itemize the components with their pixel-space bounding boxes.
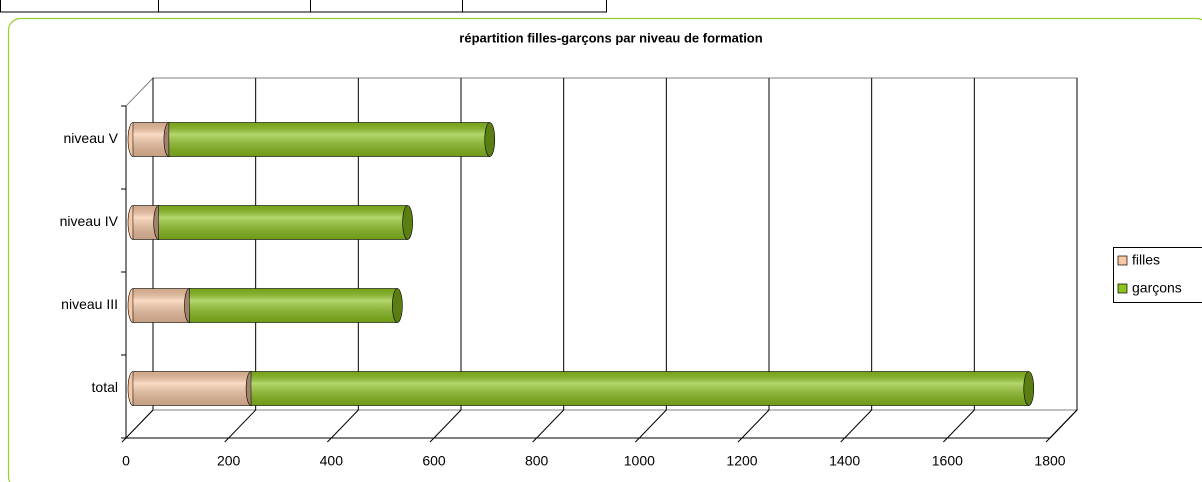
bar-cap bbox=[484, 122, 496, 157]
x-tick bbox=[121, 437, 127, 443]
floor bbox=[124, 409, 1079, 439]
bar-cap bbox=[1023, 371, 1035, 406]
grid-line-floor bbox=[844, 409, 873, 439]
bar-shine bbox=[158, 205, 408, 240]
legend-swatch bbox=[1117, 255, 1128, 266]
bar-shine bbox=[251, 371, 1029, 406]
x-tick-label: 1600 bbox=[932, 453, 963, 469]
x-tick bbox=[532, 437, 538, 443]
bar-cap-shade bbox=[402, 205, 413, 240]
grid-line-floor bbox=[330, 409, 359, 439]
legend-swatch bbox=[1117, 283, 1128, 294]
x-tick-label: 200 bbox=[217, 453, 241, 469]
y-tick-label: niveau V bbox=[64, 130, 119, 146]
x-tick-label: 1800 bbox=[1034, 453, 1065, 469]
bar-cap-shade bbox=[1023, 371, 1034, 406]
x-tick-label: 800 bbox=[525, 453, 549, 469]
bar-cap-shade bbox=[484, 122, 495, 157]
bar-shine bbox=[133, 288, 190, 323]
bar-shine bbox=[168, 122, 490, 157]
x-tick bbox=[840, 437, 846, 443]
x-tick bbox=[429, 437, 435, 443]
bar-shine bbox=[189, 288, 398, 323]
x-tick bbox=[942, 437, 948, 443]
y-tick-label: niveau III bbox=[61, 296, 118, 312]
y-tick-label: niveau IV bbox=[60, 213, 119, 229]
top-table-strip bbox=[0, 0, 607, 13]
x-tick bbox=[634, 437, 640, 443]
y-tick-label: total bbox=[92, 379, 118, 395]
bar-shine bbox=[133, 371, 252, 406]
bar-shine bbox=[133, 122, 169, 157]
bar-cap-shade bbox=[392, 288, 403, 323]
bar-cap bbox=[402, 205, 413, 240]
x-tick-label: 1400 bbox=[829, 453, 860, 469]
bar-cap bbox=[392, 288, 403, 323]
x-tick-label: 1000 bbox=[624, 453, 655, 469]
x-tick bbox=[737, 437, 743, 443]
grid-line-floor bbox=[228, 409, 257, 439]
x-tick bbox=[1045, 437, 1051, 443]
grid-line-floor bbox=[946, 409, 975, 439]
grid-line-floor bbox=[741, 409, 770, 439]
legend-label: garçons bbox=[1132, 280, 1182, 296]
legend-label: filles bbox=[1132, 252, 1160, 268]
grid-line-floor bbox=[638, 409, 667, 439]
grid-line-floor bbox=[536, 409, 565, 439]
chart-title: répartition filles-garçons par niveau de… bbox=[459, 30, 762, 45]
x-axis-depth bbox=[1049, 409, 1078, 439]
grid-line-floor bbox=[125, 409, 154, 439]
grid-line-floor bbox=[433, 409, 462, 439]
x-tick-label: 0 bbox=[122, 453, 130, 469]
x-tick-label: 1200 bbox=[726, 453, 757, 469]
x-tick-label: 400 bbox=[320, 453, 344, 469]
x-tick-label: 600 bbox=[422, 453, 446, 469]
x-tick bbox=[224, 437, 230, 443]
x-tick bbox=[326, 437, 332, 443]
legend bbox=[1113, 247, 1202, 303]
